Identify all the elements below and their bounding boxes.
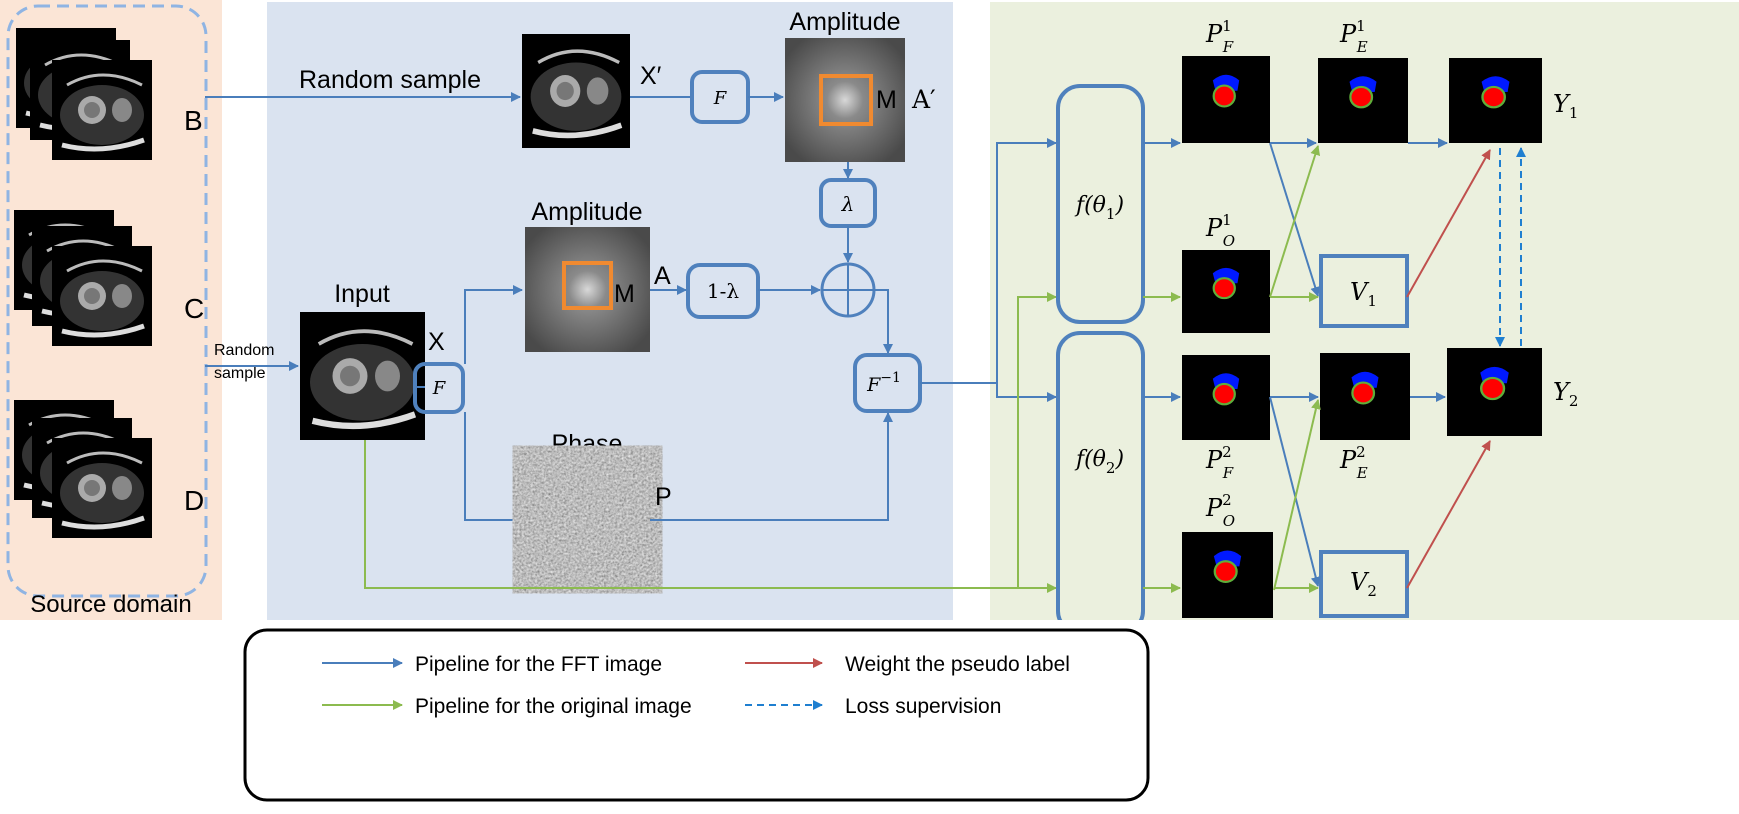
legend-original-label: Pipeline for the original image — [415, 695, 692, 718]
sum-icon — [820, 262, 876, 318]
domain-d-stack — [14, 400, 152, 538]
model-1-box — [1056, 84, 1145, 324]
prediction-pe2 — [1318, 351, 1412, 442]
phase-to-inverse-arrow — [650, 412, 893, 521]
pf1-label: P1 F — [1205, 17, 1234, 56]
sampled-image-x-prime — [522, 34, 630, 148]
amplitude-spectrum-a — [525, 227, 650, 352]
amplitude-title-mid: Amplitude — [531, 198, 642, 226]
legend-fft-label: Pipeline for the FFT image — [415, 653, 662, 676]
prediction-po1 — [1180, 248, 1272, 335]
fourier-label: F — [432, 378, 447, 399]
v2-box — [1319, 550, 1409, 618]
pseudo-label-y1 — [1447, 56, 1544, 145]
one-minus-lambda-label: 1-λ — [707, 279, 739, 303]
fft-to-model2-arrow — [996, 383, 1057, 402]
arrow — [1273, 399, 1321, 591]
p-label: P — [655, 483, 672, 511]
legend-weight-label: Weight the pseudo label — [845, 653, 1070, 676]
weight-arrow-1 — [1406, 149, 1491, 298]
pe2-label: P2 E — [1339, 443, 1368, 482]
x-prime-label: X′ — [640, 62, 662, 90]
v2-label: V2 — [1350, 568, 1377, 600]
input-title: Input — [334, 280, 390, 308]
prediction-po2 — [1180, 530, 1275, 620]
original-pipeline-line — [364, 440, 1018, 589]
domain-c-label: C — [184, 293, 204, 324]
arrow — [1269, 145, 1321, 298]
random-sample-left-line1: Random — [214, 342, 274, 359]
model-2-label: f(θ2) — [1074, 447, 1124, 477]
legend-loss-label: Loss supervision — [845, 695, 1001, 718]
to-amplitude-arrow — [464, 285, 523, 364]
v1-label: V1 — [1350, 278, 1377, 310]
weight-arrow-2 — [1406, 440, 1491, 589]
legend: Pipeline for the FFT image Weight the ps… — [243, 628, 1150, 802]
fourier-label-top: F — [713, 88, 728, 109]
random-sample-left-line2: sample — [214, 365, 266, 382]
v1-box — [1319, 254, 1409, 328]
mask-label-top: M — [876, 86, 897, 114]
pseudo-label-y2 — [1445, 346, 1544, 438]
low-frequency-mask-mid — [562, 261, 613, 310]
prediction-pf2 — [1180, 353, 1272, 442]
random-sample-label: Random sample — [299, 66, 481, 94]
source-domain-title: Source domain — [30, 591, 191, 618]
inverse-fourier-label: F−1 — [866, 370, 901, 396]
x-label: X — [428, 328, 445, 356]
a-prime-label: A′ — [911, 85, 936, 114]
amplitude-spectrum-a-prime — [785, 38, 905, 162]
prediction-pf1 — [1180, 54, 1272, 145]
prediction-pe1 — [1316, 56, 1410, 145]
y1-label: Y1 — [1553, 90, 1578, 122]
model-1-label: f(θ1) — [1074, 193, 1124, 223]
pf2-label: P2 F — [1205, 443, 1234, 482]
fft-to-model1-arrow — [996, 138, 1057, 383]
pe1-label: P1 E — [1339, 17, 1368, 56]
to-phase-arrow — [464, 412, 523, 525]
arrow — [1269, 396, 1321, 587]
low-frequency-mask-top — [819, 74, 873, 126]
phase-title: Phase — [552, 430, 623, 458]
domain-b-label: B — [184, 105, 203, 136]
mask-label-mid: M — [614, 280, 635, 308]
a-label: A — [654, 262, 671, 290]
y2-label: Y2 — [1553, 378, 1578, 410]
domain-d-label: D — [184, 485, 204, 516]
phase-spectrum — [525, 458, 650, 581]
original-to-model1-arrow — [1017, 292, 1057, 588]
po1-label: P1 O — [1205, 211, 1235, 250]
po2-label: P2 O — [1205, 491, 1235, 530]
lambda-label: λ — [841, 192, 855, 216]
fourier-transform-box — [413, 362, 465, 414]
domain-c-stack — [14, 210, 152, 346]
source-domain-group — [6, 4, 208, 598]
arrow — [874, 289, 893, 354]
amplitude-title-top: Amplitude — [789, 8, 900, 36]
input-image-x — [300, 312, 425, 440]
